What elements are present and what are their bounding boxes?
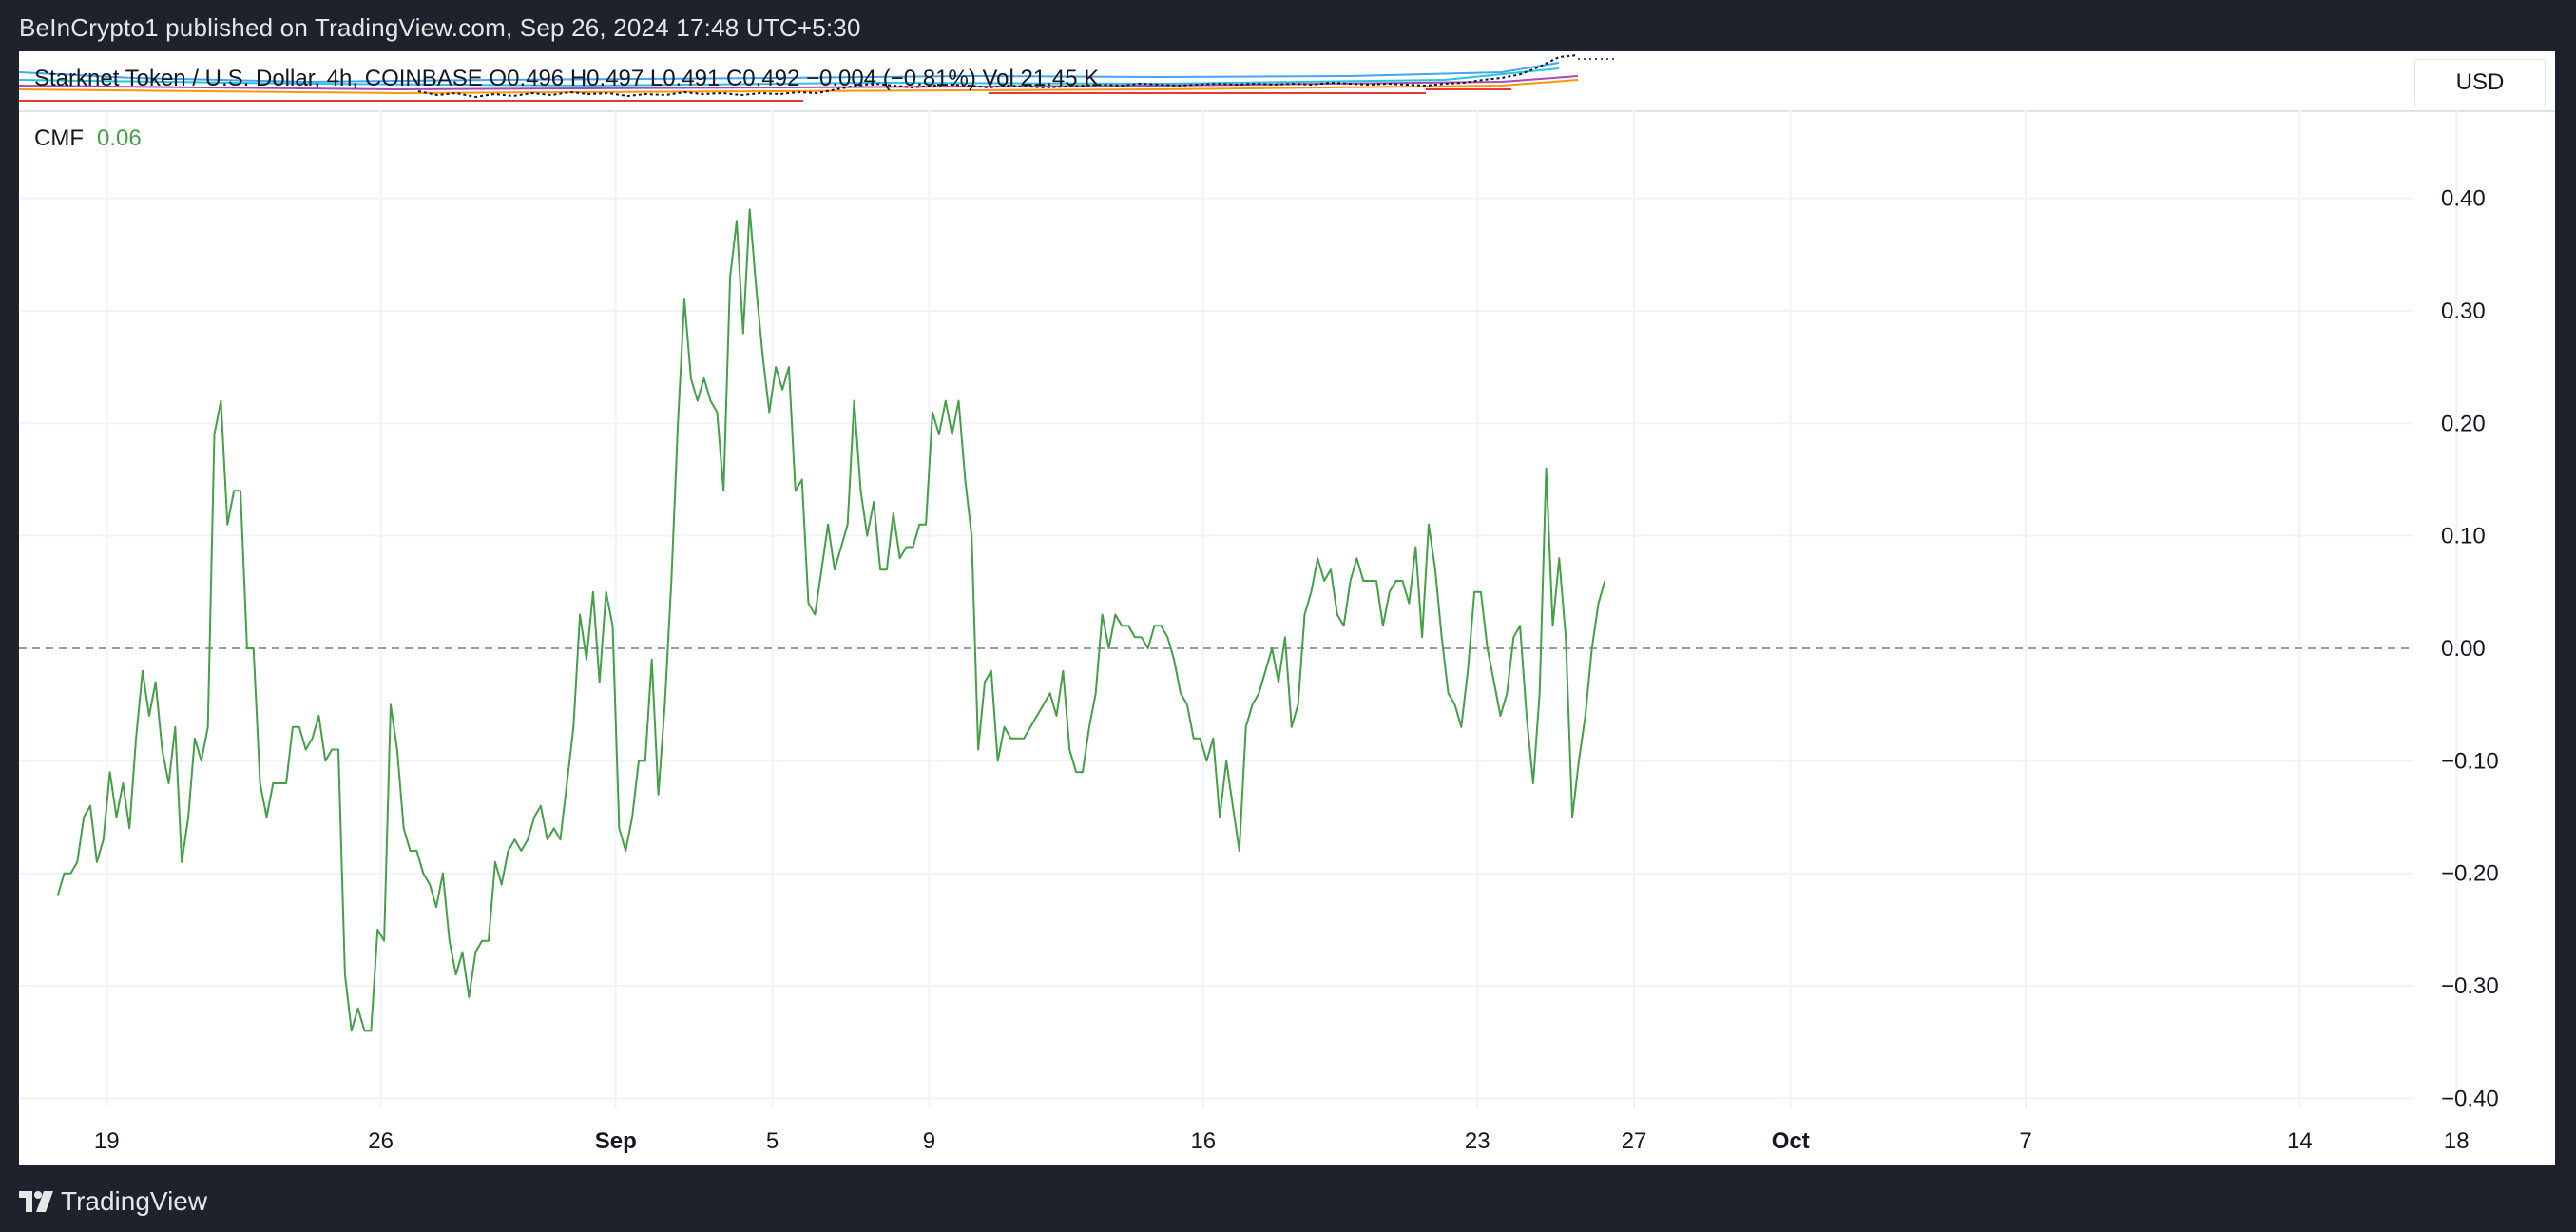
currency-button[interactable]: USD bbox=[2414, 59, 2546, 106]
x-tick-label: 9 bbox=[923, 1128, 935, 1154]
y-tick-label: 0.40 bbox=[2441, 186, 2486, 212]
x-tick-label: 7 bbox=[2019, 1128, 2031, 1154]
y-tick-label: 0.00 bbox=[2441, 636, 2486, 662]
publisher-text: BeInCrypto1 published on TradingView.com… bbox=[19, 13, 861, 42]
cmf-series bbox=[56, 208, 1606, 1032]
vertical-gridlines bbox=[106, 110, 2458, 1108]
y-axis-labels: 0.40 0.30 0.20 0.10 0.00 −0.10 −0.20 −0.30 −0.40 bbox=[2441, 186, 2499, 1112]
y-tick-label: −0.40 bbox=[2441, 1086, 2499, 1111]
x-tick-label: 16 bbox=[1190, 1128, 1216, 1154]
x-tick-label: 18 bbox=[2444, 1128, 2470, 1154]
y-tick-label: −0.10 bbox=[2441, 748, 2499, 774]
symbol-legend[interactable]: Starknet Token / U.S. Dollar, 4h, COINBA… bbox=[34, 66, 1100, 91]
x-tick-label: 5 bbox=[766, 1128, 779, 1154]
x-axis-labels: 19 26 Sep 5 9 16 23 27 Oct 7 14 18 bbox=[94, 1128, 2470, 1154]
indicator-legend[interactable]: CMF 0.06 bbox=[34, 125, 142, 152]
cmf-chart: 0.40 0.30 0.20 0.10 0.00 −0.10 −0.20 −0.30 −0.40… bbox=[19, 110, 2499, 1154]
brand-name: TradingView bbox=[61, 1186, 208, 1216]
x-tick-label: 27 bbox=[1622, 1128, 1647, 1154]
publish-header: BeInCrypto1 published on TradingView.com… bbox=[0, 0, 2576, 51]
indicator-name: CMF bbox=[34, 125, 84, 151]
price-overlay-lines bbox=[19, 54, 1616, 102]
tradingview-logo[interactable]: TradingView bbox=[19, 1186, 207, 1217]
horizontal-gridlines bbox=[19, 197, 2413, 1100]
x-tick-label: 14 bbox=[2287, 1128, 2313, 1154]
y-tick-label: 0.10 bbox=[2441, 524, 2486, 549]
y-tick-label: 0.30 bbox=[2441, 298, 2486, 324]
chart-panel: Starknet Token / U.S. Dollar, 4h, COINBA… bbox=[19, 51, 2555, 1165]
y-tick-label: 0.20 bbox=[2441, 411, 2486, 436]
footer-bar: TradingView bbox=[0, 1165, 2576, 1232]
y-tick-label: −0.20 bbox=[2441, 861, 2499, 887]
x-tick-label: Oct bbox=[1772, 1128, 1810, 1154]
x-tick-label: 26 bbox=[368, 1128, 394, 1154]
x-tick-label: Sep bbox=[595, 1128, 637, 1154]
indicator-value: 0.06 bbox=[96, 125, 142, 151]
y-tick-label: −0.30 bbox=[2441, 973, 2499, 999]
price-pane-strip[interactable]: Starknet Token / U.S. Dollar, 4h, COINBA… bbox=[19, 51, 2555, 112]
cmf-line bbox=[56, 208, 1606, 1032]
x-tick-label: 23 bbox=[1465, 1128, 1490, 1154]
x-tick-label: 19 bbox=[94, 1128, 120, 1154]
tradingview-logo-icon bbox=[19, 1191, 53, 1212]
